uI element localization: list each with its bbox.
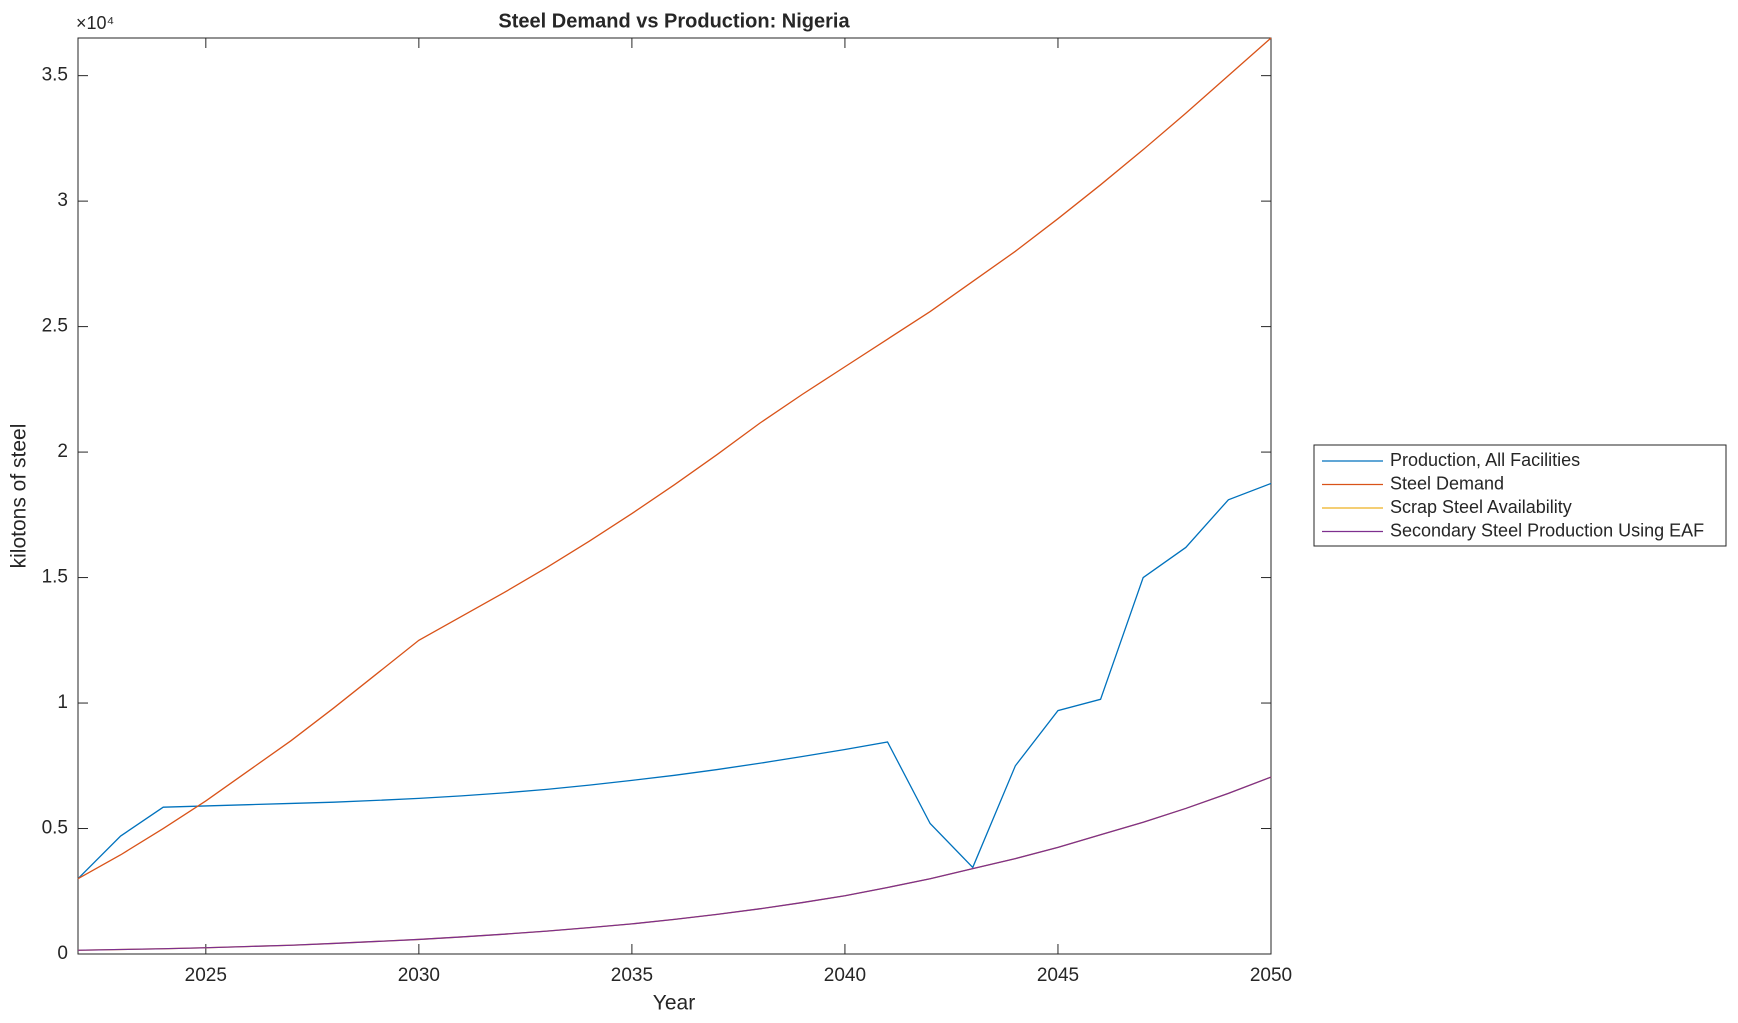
y-tick-label: 1 — [57, 692, 68, 713]
legend-box — [1313, 444, 1727, 547]
y-tick-label: 2 — [57, 441, 68, 462]
y-axis-label: kilotons of steel — [8, 424, 31, 569]
x-tick-label: 2035 — [611, 965, 653, 986]
y-tick-label: 2.5 — [42, 316, 68, 337]
series-line — [77, 776, 1272, 951]
chart-title: Steel Demand vs Production: Nigeria — [498, 10, 850, 32]
y-tick-label: 0 — [57, 943, 68, 964]
series-line — [77, 482, 1272, 880]
x-tick-label: 2040 — [824, 965, 866, 986]
x-tick-label: 2025 — [185, 965, 227, 986]
y-axis-multiplier: ×10⁴ — [76, 13, 114, 33]
legend-label: Production, All Facilities — [1390, 450, 1580, 470]
legend-label: Secondary Steel Production Using EAF — [1390, 520, 1704, 540]
series-line — [77, 37, 1272, 880]
x-tick-label: 2030 — [398, 965, 440, 986]
x-tick-label: 2050 — [1250, 965, 1292, 986]
y-tick-label: 3 — [57, 190, 68, 211]
y-tick-label: 1.5 — [42, 567, 68, 588]
y-tick-label: 0.5 — [42, 818, 68, 839]
y-tick-label: 3.5 — [42, 65, 68, 86]
plot-area — [77, 37, 1272, 955]
legend-label: Steel Demand — [1390, 473, 1504, 493]
x-tick-label: 2045 — [1037, 965, 1079, 986]
legend-label: Scrap Steel Availability — [1390, 497, 1572, 517]
x-axis-label: Year — [653, 992, 695, 1015]
